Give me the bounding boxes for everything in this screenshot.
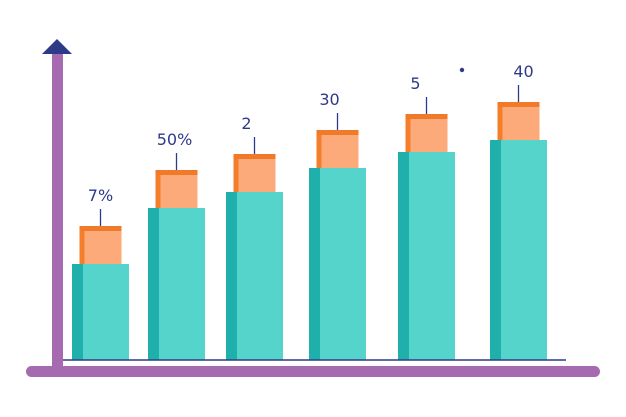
bar [237,192,283,360]
bar-cap-top [405,114,448,119]
bar-cap-side [155,170,161,208]
bar-cap [321,130,359,168]
bar-cap [410,114,448,152]
bar-side [490,140,501,360]
up-arrow-icon [42,39,72,54]
x-axis [26,366,600,377]
bar-side [72,264,83,360]
bar-side [148,208,159,360]
dot-icon [459,67,465,73]
bar-cap-side [316,130,322,168]
bar-cap [502,102,540,140]
data-label: 5 [410,74,420,93]
data-label: 40 [513,62,533,81]
bar-side [226,192,237,360]
bar-cap [160,170,198,208]
bar-cap [84,226,122,264]
bar-cap-side [79,226,85,264]
data-label: 50% [157,130,193,149]
bar-cap-top [155,170,198,175]
bar-cap-side [233,154,239,192]
bar-cap-side [497,102,503,140]
bar [320,168,366,360]
bar-cap-top [233,154,276,159]
bar-group: 7% 50% 2 30 5 40 [72,62,547,360]
data-label: 7% [88,186,113,205]
bar-side [398,152,409,360]
bar-side [309,168,320,360]
bar [83,264,129,360]
bar-cap-top [79,226,122,231]
y-axis [52,50,63,375]
bar-cap [238,154,276,192]
bar [409,152,455,360]
bar [501,140,547,360]
bar-cap-side [405,114,411,152]
bar-cap-top [316,130,359,135]
bar-cap-top [497,102,540,107]
data-label: 30 [319,90,339,109]
data-label: 2 [241,114,251,133]
bar [159,208,205,360]
